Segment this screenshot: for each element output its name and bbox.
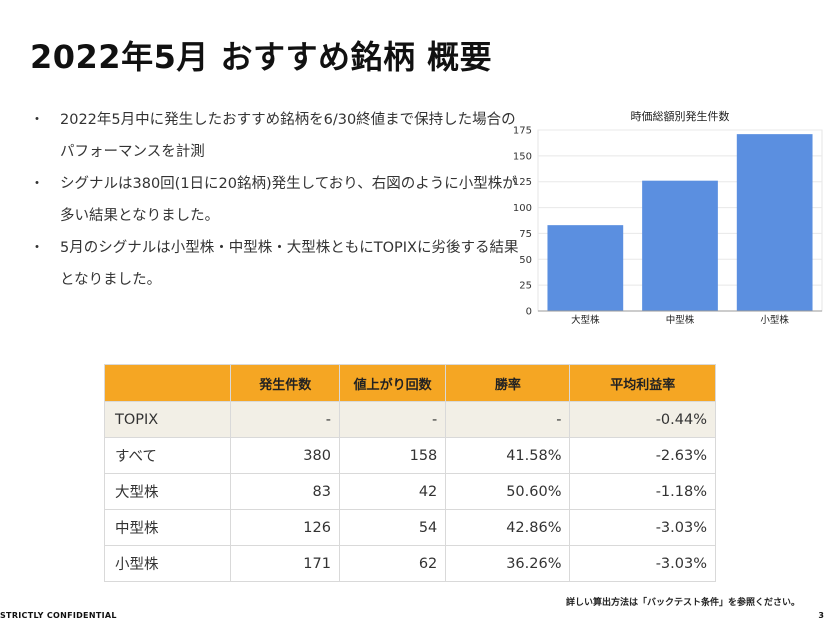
summary-bullets: ・ 2022年5月中に発生したおすすめ銘柄を6/30終値まで保持した場合のパフォー… [30, 104, 520, 296]
y-tick-label: 150 [513, 151, 532, 162]
header-cell-count: 発生件数 [230, 364, 340, 402]
y-tick-label: 25 [519, 281, 532, 292]
header-cell-rises: 値上がり回数 [338, 364, 447, 402]
bullet-text: シグナルは380回(1日に20銘柄)発生しており、右図のように小型株が多い結果と… [60, 176, 517, 224]
page-number: 3 [818, 611, 824, 620]
cell-rises: 158 [338, 437, 447, 474]
header-cell-avg-return: 平均利益率 [569, 364, 716, 402]
page-title: 2022年5月 おすすめ銘柄 概要 [30, 38, 493, 76]
cell-avg-return: -2.63% [569, 437, 716, 474]
cell-winrate: 36.26% [445, 545, 571, 582]
table-row: 大型株 83 42 50.60% -1.18% [103, 473, 716, 510]
y-tick-label: 0 [526, 307, 532, 318]
bullet-marker: ・ [30, 176, 44, 192]
cell-winrate: 42.86% [445, 509, 571, 546]
cell-winrate: - [445, 401, 571, 438]
bullet-item: ・シグナルは380回(1日に20銘柄)発生しており、右図のように小型株が多い結果… [30, 168, 520, 232]
cell-winrate: 50.60% [445, 473, 571, 510]
cell-avg-return: -1.18% [569, 473, 716, 510]
cell-rises: 62 [338, 545, 447, 582]
table-row: 小型株 171 62 36.26% -3.03% [103, 545, 716, 582]
cell-count: 171 [230, 545, 340, 582]
row-label: 小型株 [103, 545, 232, 582]
cell-avg-return: -3.03% [569, 545, 716, 582]
x-tick-label: 小型株 [760, 314, 789, 326]
chart-title: 時価総額別発生件数 [631, 109, 730, 123]
cell-rises: 54 [338, 509, 447, 546]
bullet-text: 5月のシグナルは小型株・中型株・大型株ともにTOPIXに劣後する結果となりました… [60, 240, 519, 288]
footnote: 詳しい算出方法は「バックテスト条件」を参照ください。 [565, 598, 800, 608]
y-tick-label: 100 [513, 203, 532, 214]
header-cell-winrate: 勝率 [445, 364, 571, 402]
table-row: TOPIX - - - -0.44% [103, 401, 716, 438]
cell-rises: 42 [338, 473, 447, 510]
x-tick-label: 中型株 [666, 314, 695, 326]
bar-1 [642, 180, 718, 311]
cell-avg-return: -0.44% [569, 401, 716, 438]
cell-avg-return: -3.03% [569, 509, 716, 546]
table-header-row: 発生件数 値上がり回数 勝率 平均利益率 [103, 364, 716, 402]
confidential-label: STRICTLY CONFIDENTIAL [0, 611, 117, 620]
bullet-item: ・ 5月のシグナルは小型株・中型株・大型株ともにTOPIXに劣後する結果となりまし… [30, 232, 520, 296]
row-label: 中型株 [103, 509, 232, 546]
table-row: すべて 380 158 41.58% -2.63% [103, 437, 716, 474]
market-cap-bar-chart: 時価総額別発生件数 0 25 50 75 100 125 150 175 大型株 中型株 小型株 [513, 109, 823, 326]
cell-count: 126 [230, 509, 340, 546]
bullet-text: 2022年5月中に発生したおすすめ銘柄を6/30終値まで保持した場合のパフォーマ… [60, 112, 516, 160]
bullet-item: ・ 2022年5月中に発生したおすすめ銘柄を6/30終値まで保持した場合のパフォー… [30, 104, 520, 168]
x-tick-label: 大型株 [571, 314, 600, 326]
y-tick-label: 75 [519, 229, 532, 240]
cell-rises: - [338, 401, 447, 438]
bullet-marker: ・ [30, 240, 44, 256]
cell-count: - [230, 401, 340, 438]
row-label: 大型株 [103, 473, 232, 510]
cell-count: 380 [230, 437, 340, 474]
table-row: 中型株 126 54 42.86% -3.03% [103, 509, 716, 546]
row-label: TOPIX [103, 401, 232, 438]
bullet-marker: ・ [30, 112, 44, 128]
y-tick-label: 175 [513, 126, 532, 137]
bar-2 [736, 134, 813, 311]
y-tick-label: 50 [519, 255, 532, 266]
row-label: すべて [103, 437, 232, 474]
performance-table: 発生件数 値上がり回数 勝率 平均利益率 TOPIX - - - -0.44% … [103, 364, 716, 582]
header-cell-label [103, 364, 232, 402]
cell-winrate: 41.58% [445, 437, 571, 474]
bar-0 [547, 225, 624, 311]
y-tick-label: 125 [513, 177, 532, 188]
cell-count: 83 [230, 473, 340, 510]
